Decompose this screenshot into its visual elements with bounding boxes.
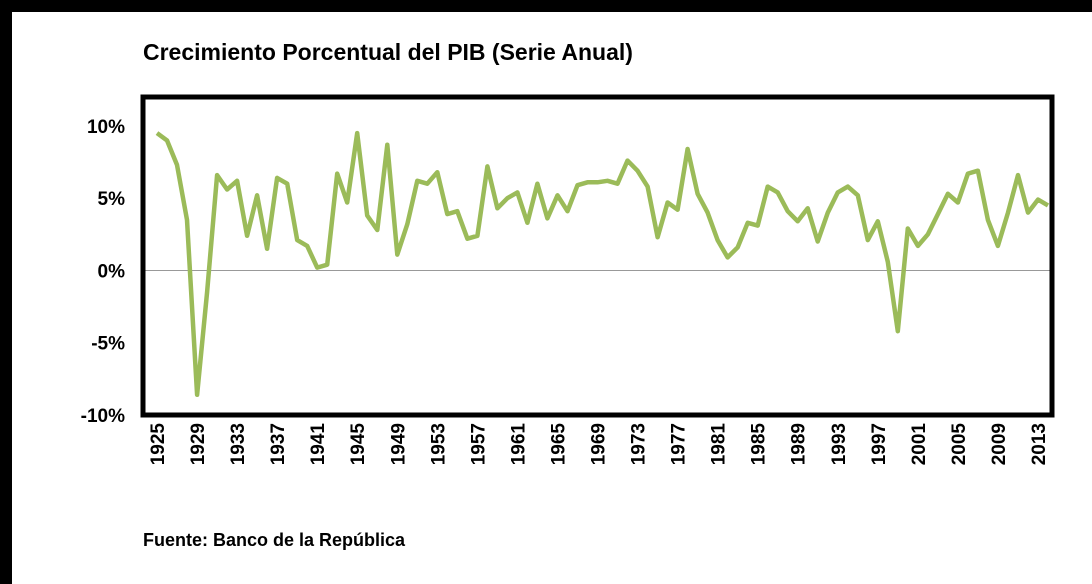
y-tick-label: -10% — [81, 406, 125, 427]
y-tick-label: 10% — [87, 117, 125, 138]
series-line — [155, 130, 1050, 398]
x-tick-label: 1961 — [508, 423, 529, 466]
plot-area — [143, 97, 1052, 415]
x-tick-label: 1953 — [428, 423, 449, 465]
x-tick-label: 1933 — [228, 423, 249, 465]
x-tick-label: 2001 — [909, 423, 930, 466]
x-tick-label: 1949 — [388, 423, 409, 465]
x-tick-label: 1929 — [188, 423, 209, 465]
y-tick-label: 5% — [98, 189, 126, 210]
x-tick-label: 2013 — [1029, 423, 1050, 465]
x-tick-label: 1981 — [709, 423, 730, 466]
x-tick-label: 1957 — [468, 423, 489, 465]
x-tick-label: 1945 — [348, 423, 369, 466]
x-tick-label: 1993 — [829, 423, 850, 465]
x-tick-label: 1965 — [548, 423, 569, 466]
plot-border — [140, 94, 1055, 418]
x-tick-label: 1989 — [789, 423, 810, 465]
y-tick-label: -5% — [91, 334, 125, 355]
x-tick-label: 1937 — [268, 423, 289, 465]
x-tick-label: 1969 — [589, 423, 610, 465]
x-tick-label: 1973 — [629, 423, 650, 465]
x-tick-label: 1997 — [869, 423, 890, 465]
x-tick-label: 1985 — [749, 423, 770, 466]
chart-title: Crecimiento Porcentual del PIB (Serie An… — [143, 39, 633, 65]
x-tick-label: 2005 — [949, 423, 970, 466]
x-tick-label: 1941 — [308, 423, 329, 466]
x-tick-label: 1977 — [669, 423, 690, 465]
y-tick-label: 0% — [98, 261, 126, 282]
x-tick-label: 2009 — [989, 423, 1010, 465]
source-note: Fuente: Banco de la República — [143, 530, 406, 550]
x-tick-label: 1925 — [148, 423, 169, 466]
